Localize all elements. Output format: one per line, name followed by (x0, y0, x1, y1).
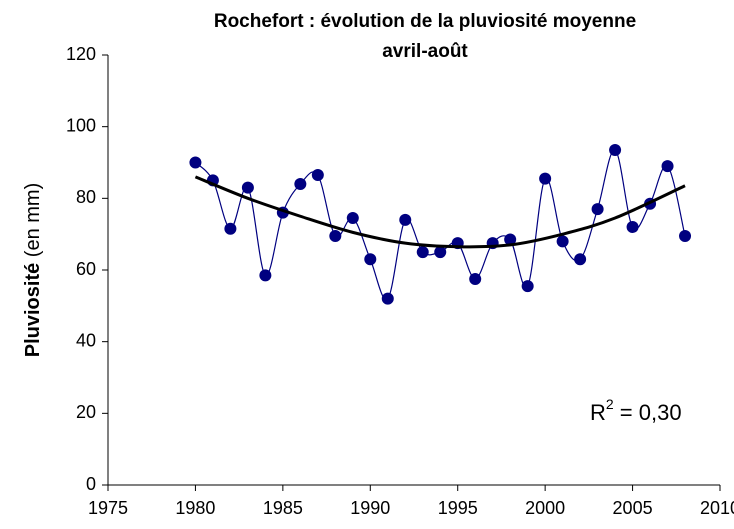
r-value: = 0,30 (614, 400, 682, 425)
data-point (626, 221, 639, 233)
data-point (189, 156, 202, 169)
y-tick-label: 20 (76, 402, 96, 422)
data-point (591, 203, 604, 216)
data-point (241, 181, 254, 194)
data-point (521, 280, 534, 293)
y-tick-label: 60 (76, 259, 96, 279)
y-label-bold: Pluviosité (22, 263, 44, 357)
x-tick-label: 1985 (263, 498, 303, 518)
y-axis-label: Pluviosité (en mm) (22, 183, 44, 358)
trend-line (194, 175, 686, 249)
y-tick-label: 120 (66, 44, 96, 64)
x-tick-label: 1990 (350, 498, 390, 518)
data-point (224, 222, 237, 235)
chart-title: Rochefort : évolution de la pluviosité m… (214, 11, 636, 32)
data-point (539, 172, 552, 185)
y-tick-label: 80 (76, 187, 96, 207)
data-point (469, 272, 482, 285)
y-tick-label: 0 (86, 474, 96, 494)
x-tick-label: 2005 (613, 498, 653, 518)
data-point (504, 233, 517, 246)
data-point (381, 292, 394, 305)
r-letter: R (590, 400, 606, 425)
y-tick-label: 40 (76, 330, 96, 350)
data-point (259, 269, 272, 282)
x-tick-label: 1995 (438, 498, 478, 518)
data-point (679, 229, 692, 242)
data-point (399, 213, 412, 226)
data-point (661, 160, 674, 173)
data-point (574, 253, 587, 266)
data-point (311, 169, 324, 182)
chart-title: avril-août (382, 41, 468, 62)
x-tick-label: 2010 (700, 498, 734, 518)
data-point (346, 212, 359, 225)
data-point (609, 143, 622, 156)
y-tick-label: 100 (66, 115, 96, 135)
data-point (294, 178, 307, 190)
x-tick-label: 1980 (175, 498, 215, 518)
data-point (434, 246, 447, 259)
data-point (556, 235, 569, 248)
y-label-normal: (en mm) (22, 183, 44, 257)
data-point (364, 253, 377, 266)
data-point (416, 246, 429, 259)
x-tick-label: 2000 (525, 498, 565, 518)
r-superscript: 2 (606, 396, 614, 412)
x-tick-label: 1975 (88, 498, 128, 518)
r-squared: R2 = 0,30 (590, 396, 682, 425)
data-point (329, 229, 342, 242)
